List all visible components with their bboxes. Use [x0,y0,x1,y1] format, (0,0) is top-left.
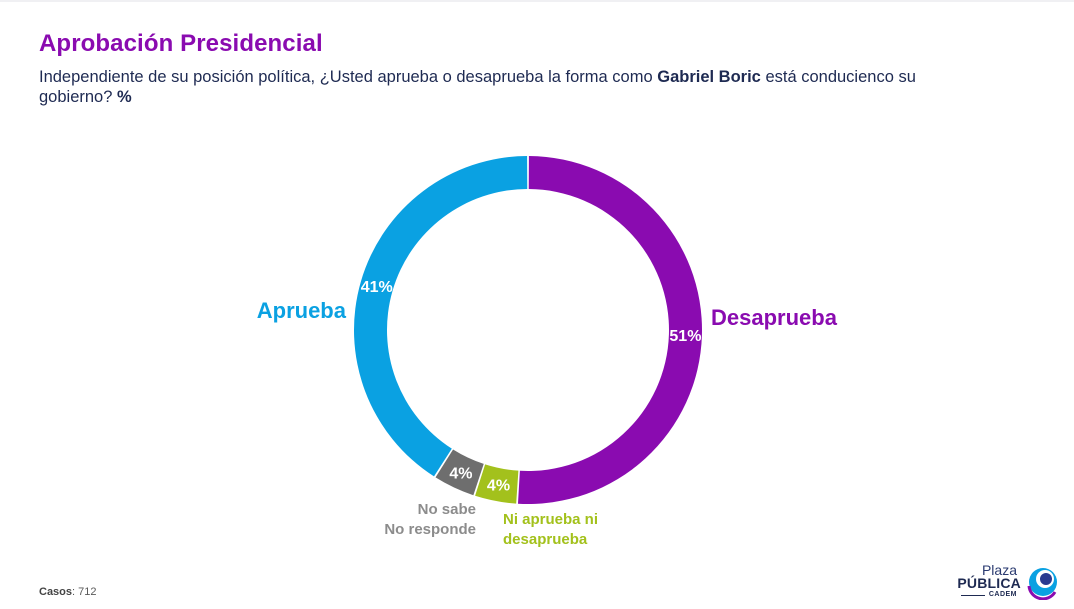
label-no-sabe-line2: No responde [384,521,476,538]
sample-size: Casos: 712 [39,586,97,598]
page-title: Aprobación Presidencial [39,30,323,57]
donut-slice-1 [475,464,519,504]
label-aprueba: Aprueba [257,298,347,323]
slice-value-label-0: 51% [669,328,701,345]
label-desaprueba: Desaprueba [711,305,838,330]
casos-value: : 712 [72,586,97,598]
slice-value-labels: 51% 4% 4% 41% [361,279,702,495]
subtitle-president-name: Gabriel Boric [657,68,761,86]
subtitle-unit: % [116,88,132,106]
slice-value-label-1: 4% [487,478,510,495]
label-ni-aprueba-line1: Ni aprueba ni [503,511,598,528]
donut-slice-2 [435,449,484,496]
slice-value-label-2: 4% [449,466,472,483]
logo-text-cadem: CADEM [988,591,1017,598]
label-no-sabe-line1: No sabe [418,501,476,518]
subtitle-text-1: Independiente de su posición política, ¿… [39,68,658,86]
logo-swirl-icon [1027,568,1057,600]
label-ni-aprueba-line2: desaprueba [503,531,588,548]
casos-label: Casos [39,586,73,598]
donut-slice-0 [517,156,702,504]
logo-underline [961,595,985,596]
logo-text-plaza: Plaza [981,562,1017,578]
top-divider [0,0,1074,2]
logo-text-publica: PÚBLICA [957,575,1021,591]
question-subtitle: Independiente de su posición política, ¿… [39,67,939,107]
slice-value-label-3: 41% [361,279,393,296]
donut-slice-3 [353,156,528,477]
subtitle-text-2: está conducienco su gobierno? [39,68,916,106]
donut-slices [353,156,702,504]
plaza-publica-logo: Plaza PÚBLICA CADEM [955,560,1065,605]
